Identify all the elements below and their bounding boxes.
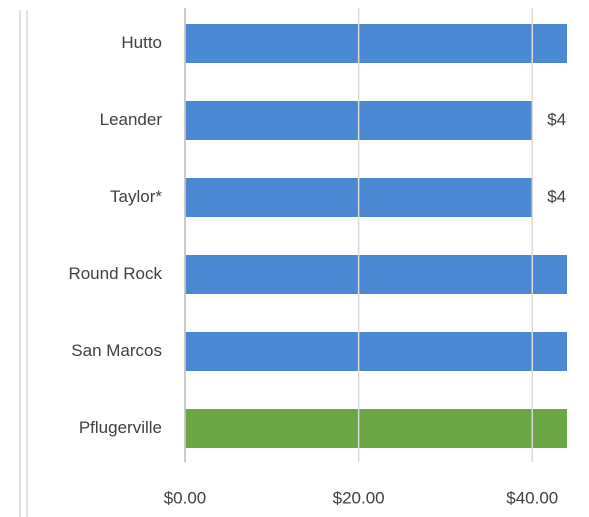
bar <box>185 332 567 371</box>
y-tick-label: Round Rock <box>68 264 162 283</box>
bar <box>185 409 567 448</box>
y-tick-label: San Marcos <box>71 341 162 360</box>
y-tick-label: Hutto <box>121 33 162 52</box>
x-tick-label: $40.00 <box>506 488 558 507</box>
y-tick-label: Leander <box>100 110 163 129</box>
bar <box>185 24 567 63</box>
y-tick-label: Taylor* <box>110 187 162 206</box>
value-label: $40.00 <box>547 187 589 206</box>
bar <box>185 255 567 294</box>
y-tick-label: Pflugerville <box>79 418 162 437</box>
x-tick-label: $20.00 <box>333 488 385 507</box>
x-tick-label: $0.00 <box>164 488 207 507</box>
value-label: $40.00 <box>547 110 589 129</box>
